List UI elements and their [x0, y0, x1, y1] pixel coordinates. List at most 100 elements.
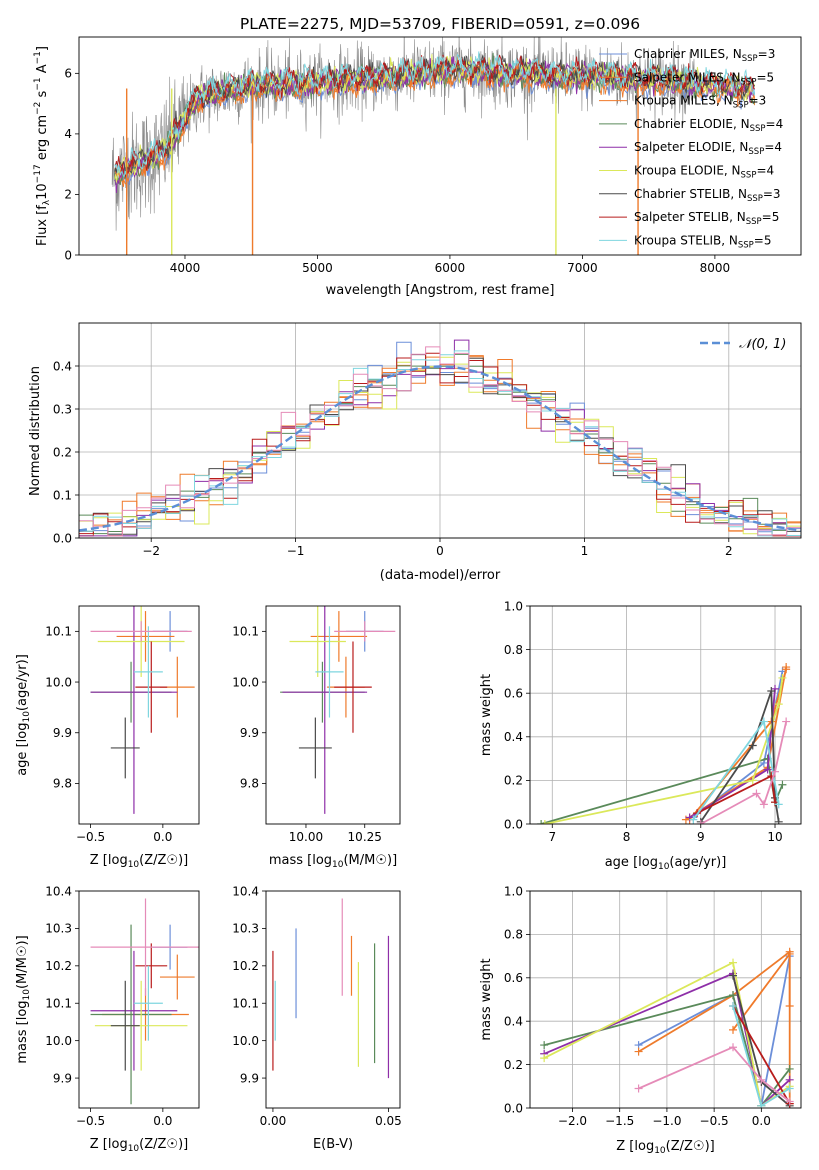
x-tick-label: 10.00 — [289, 830, 323, 844]
plot-area — [90, 898, 199, 1105]
data-point-marker — [774, 700, 783, 709]
x-axis-label-sub: 10 — [128, 860, 140, 870]
legend-label-tail: =4 — [756, 164, 774, 178]
legend-label-sub: SSP — [741, 77, 757, 87]
x-tick-label: 8 — [623, 830, 631, 844]
legend-label-tail: =3 — [763, 187, 781, 201]
legend-label: Salpeter MILES, NSSP=5 — [634, 70, 774, 87]
data-point-marker — [782, 717, 791, 726]
axes-frame — [529, 890, 802, 1109]
panel-mass-weight-vs-Z: −2.0 −1.5 −1.0 −0.5 0.0 0.0 0.2 0.4 0.6 0.8 1.0 Z [… — [479, 884, 802, 1156]
legend-label-sub: SSP — [733, 101, 749, 111]
data-point-marker — [634, 1084, 643, 1093]
y-axis-label-sub: λ — [42, 199, 52, 205]
data-point-marker — [759, 717, 768, 726]
mass-weight-series — [540, 757, 784, 824]
y-tick-label: 0.2 — [504, 1058, 523, 1072]
x-axis-label: mass [log10(M/M☉)] — [269, 853, 397, 870]
y-axis-label: mass weight — [479, 958, 494, 1040]
y-tick-label: 0.8 — [504, 928, 523, 942]
y-axis-label: mass weight — [479, 674, 494, 756]
x-axis-label-sub: 10 — [654, 1146, 666, 1156]
data-point-marker — [540, 820, 549, 824]
axes-frame — [265, 605, 401, 825]
y-tick-label: 9.9 — [53, 1071, 72, 1085]
y-axis-label-tail: (M/M☉)] — [15, 935, 30, 989]
legend-label-main: Salpeter ELODIE, N — [634, 140, 748, 154]
x-axis-label-tail: (Z/Z☉)] — [139, 853, 188, 868]
legend-label-sub: SSP — [741, 171, 757, 181]
x-axis-label-tail: (M/M☉)] — [343, 853, 397, 868]
data-point-marker — [634, 1047, 643, 1056]
panel-age-vs-Z: −0.5 0.09.89.910.010.1Z [log10(Z/Z☉)]age … — [15, 605, 200, 870]
y-tick-label: 10.4 — [45, 884, 72, 898]
plot-area — [111, 37, 756, 255]
data-point-marker — [785, 1064, 794, 1073]
data-point-marker — [785, 949, 794, 958]
data-point-marker — [757, 1075, 766, 1084]
data-point-marker — [748, 741, 757, 750]
legend-label-sub: SSP — [750, 124, 766, 134]
legend-label: Salpeter ELODIE, NSSP=4 — [634, 140, 782, 157]
plot-area — [537, 663, 791, 824]
legend-label: Chabrier ELODIE, NSSP=4 — [634, 117, 783, 134]
y-tick-label: 10.0 — [45, 675, 72, 689]
y-tick-label: 10.0 — [45, 1034, 72, 1048]
data-point-marker — [763, 765, 772, 774]
plot-area — [540, 947, 794, 1108]
y-tick-label: 10.2 — [45, 959, 72, 973]
mass-weight-series — [732, 1005, 791, 1105]
y-tick-label: 6 — [64, 67, 72, 81]
x-tick-label: 9 — [697, 830, 705, 844]
x-axis-label: E(B-V) — [313, 1137, 353, 1152]
legend-label: 𝒩(0, 1) — [739, 337, 786, 352]
data-point-marker — [757, 1101, 766, 1108]
legend-label-main: Chabrier MILES, N — [634, 47, 742, 61]
plot-area — [280, 606, 396, 814]
panel-age-vs-mass: 10.00 10.25 9.8 9.9 10.0 10.1 mass [log10(M/M☉… — [232, 605, 401, 870]
y-tick-label: 0.2 — [53, 445, 72, 459]
y-axis-label-main: mass [log — [15, 1000, 30, 1063]
y-tick-label: 0 — [64, 248, 72, 262]
legend-label-sub: SSP — [738, 240, 754, 250]
x-axis-label-sub: 10 — [658, 862, 670, 872]
y-axis-label: age [log10(age/yr)] — [15, 654, 32, 776]
y-axis-label-sup: −1 — [33, 77, 43, 90]
x-tick-label: 8000 — [700, 261, 731, 275]
y-tick-label: 0.4 — [53, 359, 72, 373]
x-axis-label: wavelength [Angstrom, rest frame] — [326, 283, 555, 298]
data-point-marker — [774, 800, 783, 809]
x-axis-label-main: Z [log — [616, 1139, 654, 1154]
plot-area — [79, 339, 801, 538]
x-axis-label-main: age [log — [605, 855, 658, 870]
x-axis-label-main: Z [log — [90, 1137, 128, 1152]
legend-label-sub: SSP — [748, 147, 764, 157]
y-tick-label: 10.4 — [232, 884, 259, 898]
legend-label-sub: SSP — [747, 194, 763, 204]
x-axis-label: Z [log10(Z/Z☉)] — [90, 1137, 188, 1154]
data-point-marker — [540, 1054, 549, 1063]
x-axis-label-tail: (Z/Z☉)] — [666, 1139, 715, 1154]
y-axis-label-tail: (age/yr)] — [15, 654, 30, 711]
x-tick-label: −0.5 — [76, 1114, 105, 1128]
x-tick-label: 4000 — [170, 261, 201, 275]
data-point-marker — [752, 789, 761, 798]
x-axis-label-sub: 10 — [128, 1144, 140, 1154]
y-axis-label: Flux [fλ10−17 erg cm−2 s−1 A−1] — [33, 46, 52, 246]
data-point-marker — [729, 958, 738, 967]
axes-frame — [78, 36, 802, 256]
data-point-marker — [696, 820, 705, 824]
model-spectrum — [114, 54, 756, 178]
axes-frame — [78, 890, 200, 1109]
y-axis-label-sup: −1 — [33, 51, 43, 64]
y-axis-label-sub: 10 — [22, 989, 32, 1001]
y-axis-label-sup: −17 — [33, 164, 43, 183]
y-tick-label: 0.0 — [53, 531, 72, 545]
y-tick-label: 0.2 — [504, 774, 523, 788]
y-tick-label: 4 — [64, 127, 72, 141]
panel-mass-vs-EBV: 0.00 0.05 9.9 10.0 10.1 10.2 10.3 10.4 — [232, 884, 402, 1128]
x-tick-label: 0.0 — [752, 1114, 771, 1128]
data-point-marker — [759, 800, 768, 809]
data-point-marker — [729, 1043, 738, 1052]
